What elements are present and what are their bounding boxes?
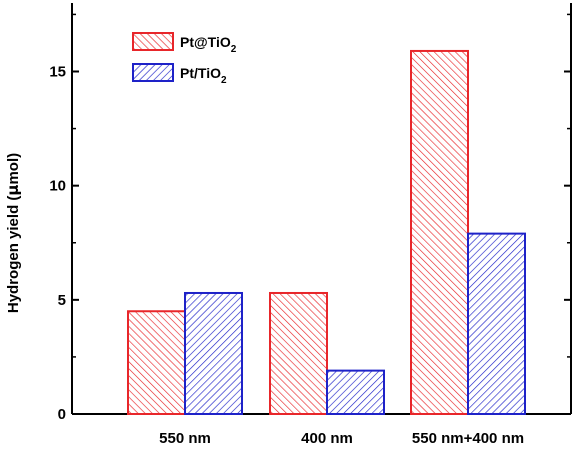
legend-label-1: Pt/TiO2 <box>180 65 227 86</box>
bar-pt-on-tio2-0 <box>184 291 243 416</box>
x-category-label: 550 nm+400 nm <box>412 430 524 447</box>
bars: 550 nm 400 nm 550 nm+400 nm <box>127 49 526 447</box>
x-category-label: 400 nm <box>301 430 353 447</box>
legend-label-0: Pt@TiO2 <box>180 34 237 55</box>
bar-pt-on-tio2-2 <box>467 232 526 415</box>
bar-pt-at-tio2-2 <box>410 49 469 415</box>
y-tick-label: 15 <box>49 64 66 81</box>
x-category-label: 550 nm <box>159 430 211 447</box>
bar-pt-at-tio2-1 <box>269 291 328 416</box>
bar-pt-on-tio2-1 <box>326 369 385 416</box>
legend: Pt@TiO2 Pt/TiO2 <box>132 32 237 86</box>
legend-swatch-0 <box>132 32 174 51</box>
bar-pt-at-tio2-0 <box>127 310 186 415</box>
y-axis-title: Hydrogen yield (μmol) <box>4 153 22 313</box>
y-tick-label: 10 <box>49 178 66 195</box>
y-tick-label: 5 <box>58 292 66 309</box>
y-tick-label: 0 <box>58 406 66 423</box>
legend-swatch-1 <box>132 63 174 82</box>
